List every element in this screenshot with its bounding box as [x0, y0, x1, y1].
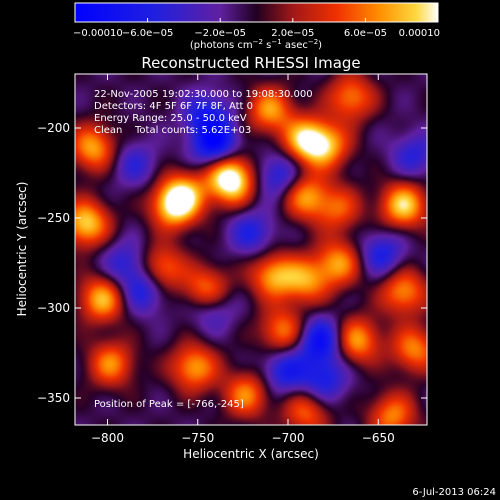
- x-axis-label: Heliocentric X (arcsec): [183, 447, 319, 461]
- annotation-detectors: Detectors: 4F 5F 6F 7F 8F, Att 0: [94, 101, 253, 112]
- heatmap-image: [75, 74, 427, 425]
- colorbar: [74, 2, 439, 23]
- annotation-algorithm: Clean: [94, 125, 122, 136]
- colorbar-tick-label: 2.0e−05: [271, 28, 314, 39]
- chart-title: Reconstructed RHESSI Image: [141, 54, 360, 72]
- y-tick-label: −200: [37, 121, 70, 135]
- y-tick-label: −300: [37, 301, 70, 315]
- colorbar-ticks: −0.00010 −6.0e−05 −2.0e−05 2.0e−05 6.0e−05 0.…: [73, 18, 440, 39]
- y-tick-label: −350: [37, 391, 70, 405]
- plot-frame: [74, 73, 428, 426]
- x-tick-label: −750: [181, 431, 214, 445]
- annotation-energy: Energy Range: 25.0 - 50.0 keV: [94, 113, 247, 124]
- colorbar-tick-label: 6.0e−05: [344, 28, 387, 39]
- axes: −800 −750 −700 −650 −350 −300 −250 −200: [37, 74, 427, 445]
- x-tick-label: −700: [272, 431, 305, 445]
- annotation-peak: Position of Peak = [-766,-245]: [94, 399, 244, 410]
- colorbar-tick-label: −6.0e−05: [122, 28, 174, 39]
- y-axis-label: Heliocentric Y (arcsec): [15, 182, 29, 317]
- colorbar-unit: (photons cm−2 s−1 asec−2): [190, 38, 322, 51]
- annotation-time-range: 22-Nov-2005 19:02:30.000 to 19:08:30.000: [94, 89, 313, 100]
- colorbar-tick-label: 0.00010: [399, 28, 440, 39]
- annotation-total-counts: Total counts: 5.62E+03: [134, 125, 251, 136]
- colorbar-tick-label: −0.00010: [73, 28, 123, 39]
- x-tick-label: −650: [362, 431, 395, 445]
- x-tick-label: −800: [91, 431, 124, 445]
- y-tick-label: −250: [37, 211, 70, 225]
- footer-timestamp: 6-Jul-2013 06:24: [412, 487, 496, 498]
- colorbar-tick-label: −2.0e−05: [194, 28, 246, 39]
